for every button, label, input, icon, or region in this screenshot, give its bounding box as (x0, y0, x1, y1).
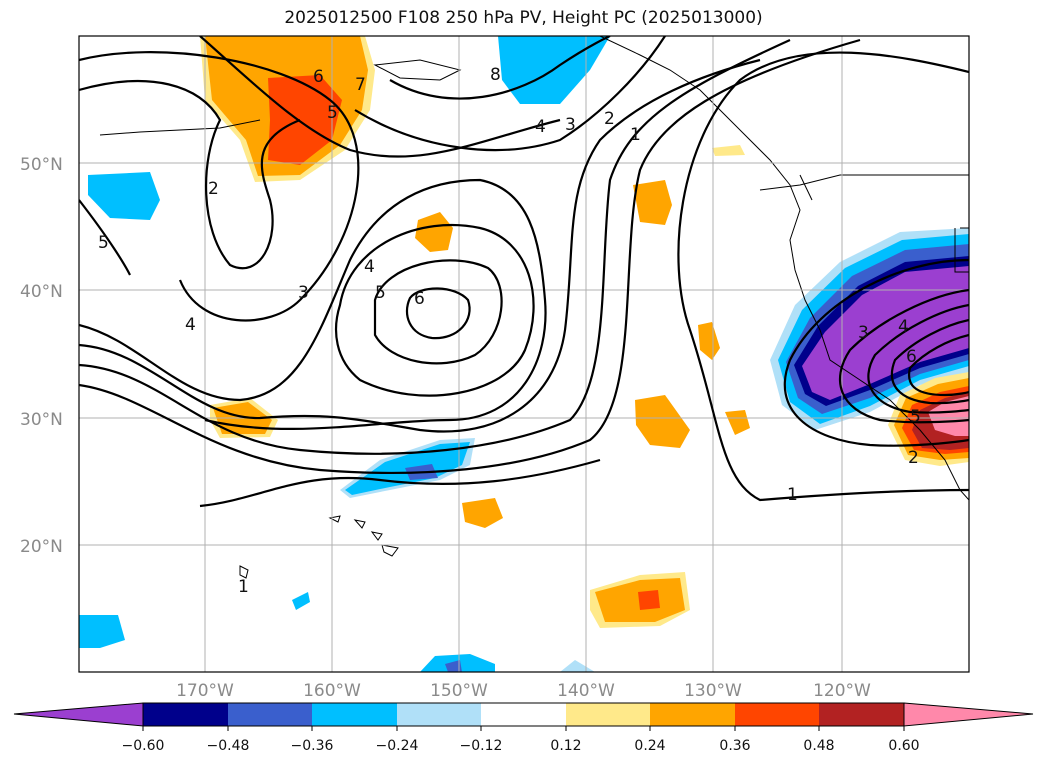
colorbar-swatch (228, 703, 312, 726)
colorbar-tick-label: 0.60 (888, 738, 919, 754)
colorbar-swatch (566, 703, 650, 726)
longitude-labels: 170°W 160°W 150°W 140°W 130°W 120°W (176, 681, 871, 701)
lon-label: 150°W (430, 681, 488, 701)
contour-label: 2 (604, 109, 615, 129)
lat-label: 40°N (20, 282, 63, 302)
contour-label: 5 (98, 233, 109, 253)
map-plot-area: 6 5 7 8 4 3 2 1 2 5 4 3 4 5 6 1 1 3 4 6 … (79, 36, 969, 672)
pv-anomaly-positive (415, 212, 453, 252)
contour-label: 2 (208, 179, 219, 199)
contour-label: 5 (375, 283, 386, 303)
pv-anomaly-negative (445, 660, 462, 672)
contour-label: 2 (908, 448, 919, 468)
lon-label: 140°W (557, 681, 615, 701)
pv-anomaly-negative (88, 172, 160, 220)
colorbar-tick-label: −0.36 (291, 738, 334, 754)
contour-label: 4 (364, 257, 375, 277)
lon-label: 160°W (303, 681, 361, 701)
colorbar-tick-label: −0.48 (207, 738, 250, 754)
colorbar-tick-label: −0.60 (122, 738, 165, 754)
colorbar-tick-label: −0.24 (376, 738, 419, 754)
coastlines (99, 36, 969, 501)
contour-label: 5 (910, 407, 921, 427)
pv-anomaly-negative (292, 592, 310, 610)
contour-label: 6 (906, 347, 917, 367)
pv-anomaly-positive (712, 145, 745, 156)
contour-label: 1 (630, 125, 641, 145)
pv-anomaly-positive (633, 180, 672, 225)
colorbar: −0.60 −0.48 −0.36 −0.24 −0.12 0.12 0.24 … (13, 702, 1034, 754)
lat-label: 20°N (20, 537, 63, 557)
latitude-labels: 50°N 40°N 30°N 20°N (20, 155, 63, 557)
colorbar-swatch (143, 703, 228, 726)
lon-label: 130°W (684, 681, 742, 701)
contour-label: 4 (535, 117, 546, 137)
colorbar-extend-left (13, 702, 144, 727)
colorbar-frame (142, 702, 905, 727)
colorbar-swatch (397, 703, 481, 726)
pv-anomaly-positive (268, 75, 342, 165)
height-contours (79, 36, 969, 508)
lon-label: 170°W (176, 681, 234, 701)
colorbar-swatch (735, 703, 819, 726)
colorbar-swatch (312, 703, 397, 726)
colorbar-tick-label: 0.12 (550, 738, 581, 754)
map-title: 2025012500 F108 250 hPa PV, Height PC (2… (284, 8, 763, 28)
contour-label: 3 (298, 283, 309, 303)
gridlines (79, 36, 969, 672)
pv-anomaly-positive (725, 410, 750, 435)
colorbar-tick-label: 0.24 (634, 738, 665, 754)
colorbar-swatch (819, 703, 904, 726)
pv-anomaly-negative (802, 266, 969, 400)
hawaii-islands (239, 515, 399, 579)
colorbar-tick-label: 0.36 (719, 738, 750, 754)
contour-label: 7 (355, 75, 366, 95)
contour-label: 5 (327, 103, 338, 123)
contour-label: 4 (898, 317, 909, 337)
contour-label: 6 (313, 67, 324, 87)
pv-anomaly-positive (462, 498, 503, 528)
lon-label: 120°W (813, 681, 871, 701)
map-frame (78, 35, 970, 673)
pv-anomaly-positive (635, 395, 690, 448)
colorbar-tick-label: −0.12 (460, 738, 503, 754)
contour-label: 3 (858, 323, 869, 343)
contour-label: 6 (414, 289, 425, 309)
contour-labels: 6 5 7 8 4 3 2 1 2 5 4 3 4 5 6 1 1 3 4 6 … (98, 65, 921, 597)
colorbar-extend-right (903, 702, 1034, 727)
lat-label: 50°N (20, 155, 63, 175)
contour-label: 4 (185, 315, 196, 335)
pv-anomaly-negative (79, 615, 125, 648)
contour-label: 3 (565, 115, 576, 135)
contour-label: 1 (238, 577, 249, 597)
pv-anomaly-positive (698, 322, 720, 360)
colorbar-swatch (650, 703, 735, 726)
contour-label: 8 (490, 65, 501, 85)
pv-anomaly-positive (928, 396, 969, 436)
lat-label: 30°N (20, 410, 63, 430)
colorbar-swatch (481, 703, 566, 726)
contour-label: 1 (787, 485, 798, 505)
colorbar-tick-label: 0.48 (803, 738, 834, 754)
pv-anomaly-positive (638, 590, 660, 610)
